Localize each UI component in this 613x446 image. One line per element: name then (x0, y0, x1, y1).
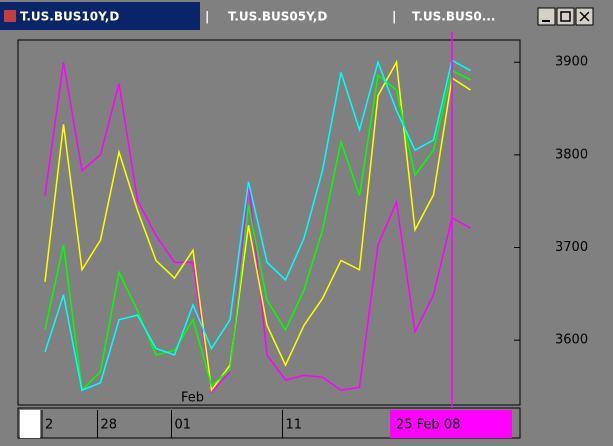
series-line (44, 69, 471, 392)
tab-separator: | (205, 10, 209, 24)
tab[interactable]: T.US.BUS0... (412, 10, 495, 24)
maximize-glyph (560, 11, 571, 22)
y-tick-label: 3600 (555, 333, 588, 348)
cursor-label: 25 Feb 08 (396, 418, 460, 433)
maximize-button[interactable] (556, 7, 575, 26)
cursor-label-box (390, 410, 512, 438)
axis-box (20, 410, 40, 438)
tab[interactable]: T.US.BUS05Y,D (228, 10, 327, 24)
x-tick-label: 2 (45, 418, 53, 433)
y-tick-label: 3800 (555, 147, 588, 162)
close-glyph (579, 11, 590, 22)
y-tick-label: 3700 (555, 240, 588, 255)
series-line (44, 59, 471, 393)
active-tab[interactable] (0, 2, 200, 30)
tab-separator: | (392, 10, 396, 24)
month-label: Feb (181, 391, 204, 406)
tab[interactable]: T.US.BUS10Y,D (20, 10, 119, 24)
y-tick-label: 3900 (555, 55, 588, 70)
window-buttons (537, 7, 594, 26)
series-line (44, 59, 471, 392)
plot-area (17, 39, 521, 406)
series-line (44, 62, 471, 394)
x-tick-label: 28 (101, 418, 118, 433)
x-tick-label: 11 (286, 418, 303, 433)
minimize-button[interactable] (537, 7, 556, 26)
tab-icon (4, 10, 16, 22)
x-tick-label: 01 (175, 418, 192, 433)
